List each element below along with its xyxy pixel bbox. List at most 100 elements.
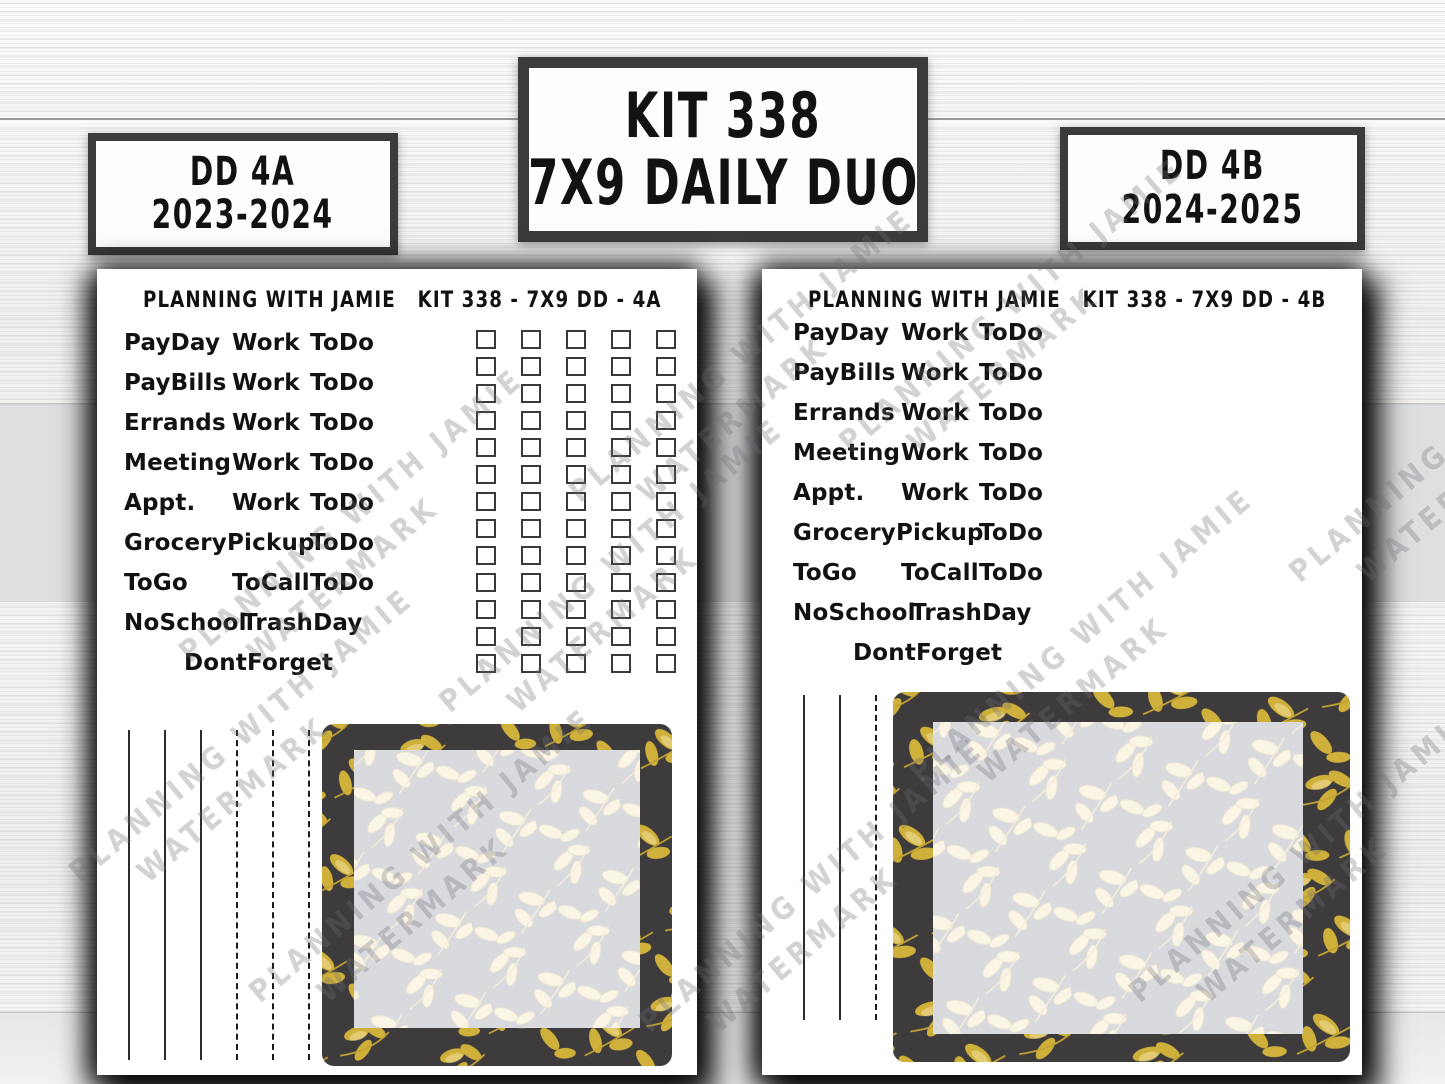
checkbox-sticker[interactable] <box>656 600 676 619</box>
label-work[interactable]: Work <box>901 320 969 346</box>
label-work[interactable]: Work <box>901 400 969 426</box>
checkbox-sticker[interactable] <box>476 357 496 376</box>
checkbox-sticker[interactable] <box>566 384 586 403</box>
checkbox-sticker[interactable] <box>656 411 676 430</box>
checkbox-sticker[interactable] <box>611 492 631 511</box>
label-paybills[interactable]: PayBills <box>124 370 227 396</box>
checkbox-sticker[interactable] <box>611 465 631 484</box>
checkbox-sticker[interactable] <box>476 546 496 565</box>
checkbox-sticker[interactable] <box>476 411 496 430</box>
checkbox-sticker[interactable] <box>566 573 586 592</box>
checkbox-sticker[interactable] <box>566 492 586 511</box>
checkbox-sticker[interactable] <box>656 627 676 646</box>
checkbox-sticker[interactable] <box>521 600 541 619</box>
checkbox-sticker[interactable] <box>611 600 631 619</box>
label-meeting[interactable]: Meeting <box>124 450 232 476</box>
checkbox-sticker[interactable] <box>476 438 496 457</box>
writing-line-solid[interactable] <box>164 730 166 1060</box>
label-todo[interactable]: ToDo <box>310 530 375 556</box>
checkbox-sticker[interactable] <box>521 465 541 484</box>
label-todo[interactable]: ToDo <box>310 570 375 596</box>
label-trashday[interactable]: TrashDay <box>242 610 363 636</box>
checkbox-sticker[interactable] <box>476 465 496 484</box>
checkbox-sticker[interactable] <box>611 438 631 457</box>
checkbox-sticker[interactable] <box>566 627 586 646</box>
checkbox-sticker[interactable] <box>476 330 496 349</box>
label-grocerypickup[interactable]: GroceryPickup <box>124 530 315 556</box>
checkbox-sticker[interactable] <box>566 357 586 376</box>
writing-line-dashed[interactable] <box>236 730 238 1060</box>
checkbox-sticker[interactable] <box>476 600 496 619</box>
checkbox-sticker[interactable] <box>521 438 541 457</box>
label-trashday[interactable]: TrashDay <box>911 600 1032 626</box>
label-todo[interactable]: ToDo <box>979 360 1044 386</box>
label-work[interactable]: Work <box>901 440 969 466</box>
writing-line-dashed[interactable] <box>875 695 877 1020</box>
checkbox-sticker[interactable] <box>566 519 586 538</box>
checkbox-sticker[interactable] <box>566 600 586 619</box>
checkbox-sticker[interactable] <box>566 330 586 349</box>
label-work[interactable]: Work <box>232 410 300 436</box>
checkbox-sticker[interactable] <box>476 573 496 592</box>
label-appt[interactable]: Appt. <box>124 490 196 516</box>
label-togo[interactable]: ToGo <box>124 570 188 596</box>
checkbox-sticker[interactable] <box>566 654 586 673</box>
checkbox-sticker[interactable] <box>521 654 541 673</box>
checkbox-sticker[interactable] <box>611 330 631 349</box>
label-appt[interactable]: Appt. <box>793 480 865 506</box>
checkbox-sticker[interactable] <box>656 546 676 565</box>
checkbox-sticker[interactable] <box>521 411 541 430</box>
checkbox-sticker[interactable] <box>656 465 676 484</box>
label-todo[interactable]: ToDo <box>310 450 375 476</box>
writing-line-solid[interactable] <box>803 695 805 1020</box>
label-tocall[interactable]: ToCall <box>901 560 979 586</box>
label-todo[interactable]: ToDo <box>979 440 1044 466</box>
checkbox-sticker[interactable] <box>611 654 631 673</box>
checkbox-sticker[interactable] <box>476 492 496 511</box>
label-paybills[interactable]: PayBills <box>793 360 896 386</box>
label-tocall[interactable]: ToCall <box>232 570 310 596</box>
checkbox-sticker[interactable] <box>611 573 631 592</box>
checkbox-sticker[interactable] <box>611 384 631 403</box>
checkbox-sticker[interactable] <box>656 357 676 376</box>
checkbox-sticker[interactable] <box>656 573 676 592</box>
checkbox-sticker[interactable] <box>611 627 631 646</box>
label-work[interactable]: Work <box>901 360 969 386</box>
label-work[interactable]: Work <box>901 480 969 506</box>
checkbox-sticker[interactable] <box>521 573 541 592</box>
checkbox-sticker[interactable] <box>656 384 676 403</box>
checkbox-sticker[interactable] <box>566 438 586 457</box>
checkbox-sticker[interactable] <box>611 519 631 538</box>
checkbox-sticker[interactable] <box>476 519 496 538</box>
writing-line-solid[interactable] <box>200 730 202 1060</box>
writing-line-solid[interactable] <box>839 695 841 1020</box>
label-togo[interactable]: ToGo <box>793 560 857 586</box>
checkbox-sticker[interactable] <box>476 384 496 403</box>
label-dontforget[interactable]: DontForget <box>184 650 334 676</box>
checkbox-sticker[interactable] <box>521 627 541 646</box>
label-noschool[interactable]: NoSchool <box>793 600 916 626</box>
label-todo[interactable]: ToDo <box>310 370 375 396</box>
writing-line-solid[interactable] <box>128 730 130 1060</box>
label-todo[interactable]: ToDo <box>310 490 375 516</box>
label-todo[interactable]: ToDo <box>979 320 1044 346</box>
decorative-floral-box-4b[interactable] <box>893 692 1350 1062</box>
label-work[interactable]: Work <box>232 330 300 356</box>
label-todo[interactable]: ToDo <box>979 480 1044 506</box>
checkbox-sticker[interactable] <box>476 627 496 646</box>
label-errands[interactable]: Errands <box>793 400 895 426</box>
label-work[interactable]: Work <box>232 450 300 476</box>
checkbox-sticker[interactable] <box>521 519 541 538</box>
label-grocerypickup[interactable]: GroceryPickup <box>793 520 984 546</box>
writing-line-dashed[interactable] <box>308 730 310 1060</box>
label-todo[interactable]: ToDo <box>979 560 1044 586</box>
checkbox-sticker[interactable] <box>521 357 541 376</box>
checkbox-sticker[interactable] <box>611 411 631 430</box>
checkbox-sticker[interactable] <box>656 330 676 349</box>
checkbox-sticker[interactable] <box>521 384 541 403</box>
checkbox-sticker[interactable] <box>656 654 676 673</box>
checkbox-sticker[interactable] <box>656 519 676 538</box>
label-noschool[interactable]: NoSchool <box>124 610 247 636</box>
checkbox-sticker[interactable] <box>566 546 586 565</box>
checkbox-sticker[interactable] <box>521 492 541 511</box>
